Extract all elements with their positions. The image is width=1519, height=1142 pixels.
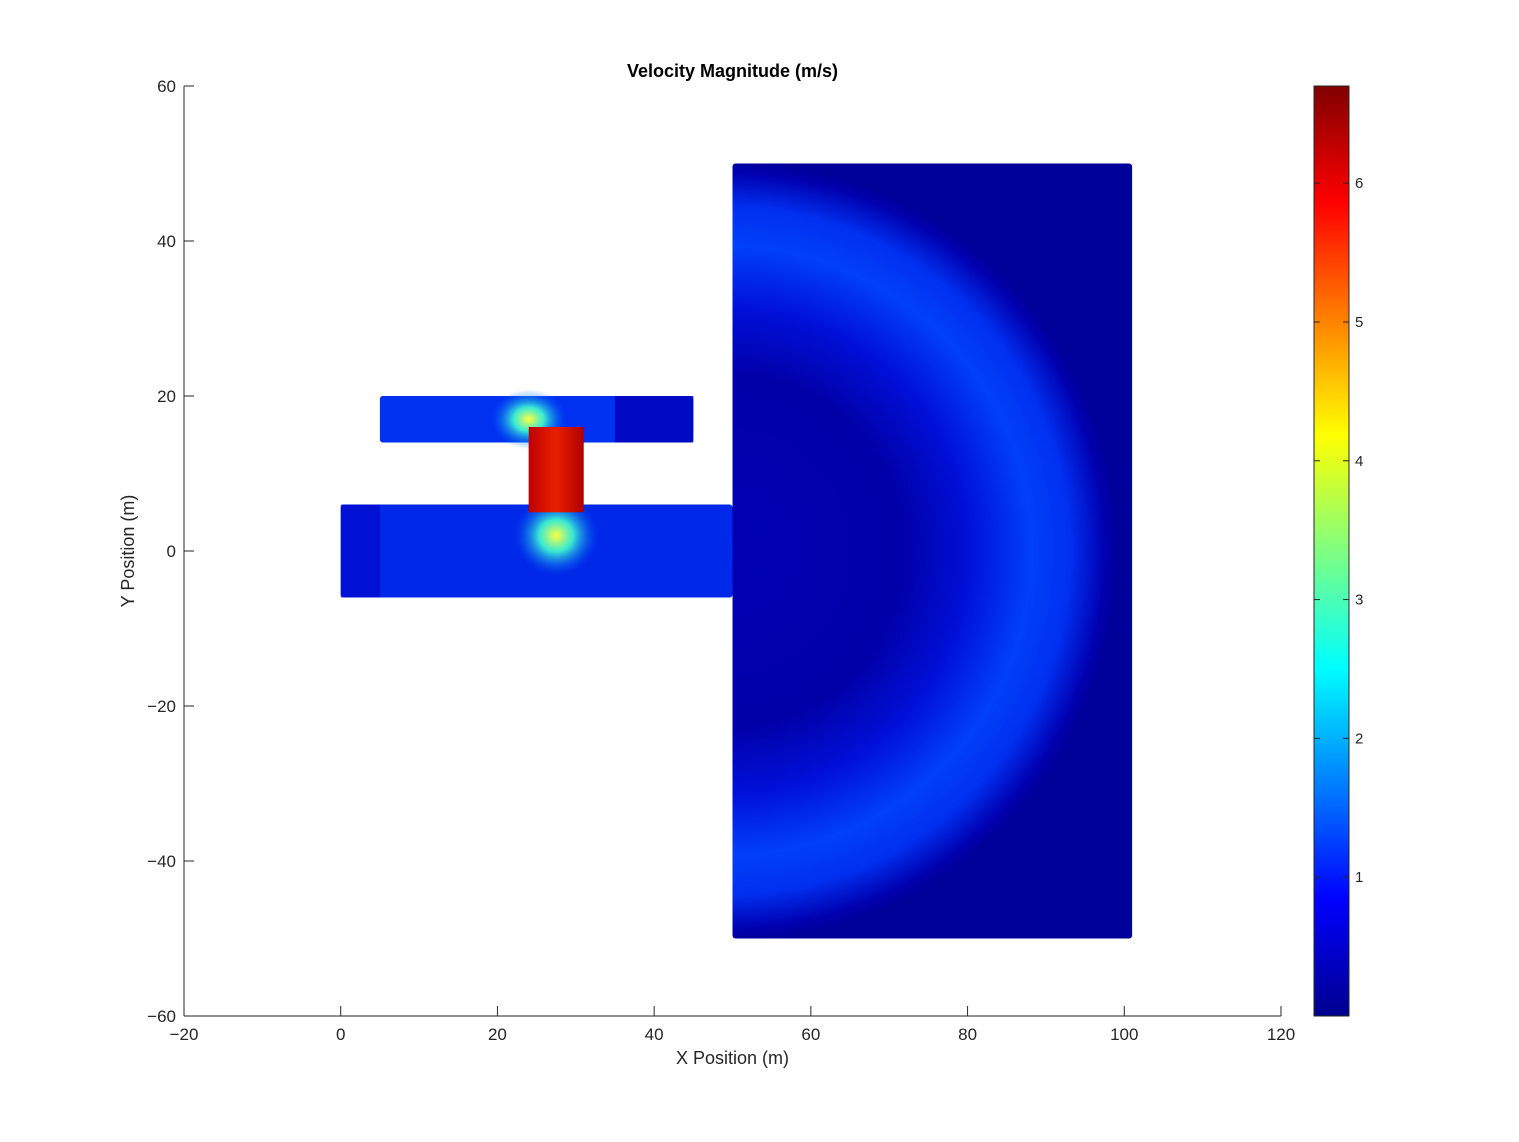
- lower-channel-inlet-zone: [340, 504, 380, 598]
- colorbar-tick-label: 2: [1355, 730, 1363, 747]
- y-tick-label: 20: [157, 387, 176, 406]
- colorbar-scale: [1313, 85, 1350, 1017]
- x-tick-label: 0: [336, 1025, 345, 1044]
- axes: −20 0 20 40 60 80 100 120 −60 −40 −20 0 20 40 60: [147, 77, 1295, 1044]
- colorbar-tick-label: 6: [1355, 175, 1363, 192]
- x-tick-label: 120: [1267, 1025, 1295, 1044]
- region-basin: [732, 163, 1133, 939]
- x-tick-label: 80: [958, 1025, 977, 1044]
- colorbar-tick-label: 3: [1355, 592, 1363, 609]
- colorbar-tick-label: 5: [1355, 314, 1363, 331]
- chart-title: Velocity Magnitude (m/s): [627, 61, 838, 81]
- y-tick-label: −20: [147, 697, 176, 716]
- x-tick-label: 100: [1110, 1025, 1138, 1044]
- plot-area: [340, 163, 1133, 939]
- lower-hotspot: [514, 495, 599, 576]
- y-tick-label: 40: [157, 232, 176, 251]
- x-tick-label: 60: [801, 1025, 820, 1044]
- colorbar-tick-label: 4: [1355, 453, 1363, 470]
- velocity-field: [340, 163, 1133, 939]
- y-tick-label: 0: [167, 542, 176, 561]
- y-tick-label: 60: [157, 77, 176, 96]
- x-tick-label: −20: [170, 1025, 199, 1044]
- x-axis-label: X Position (m): [676, 1048, 789, 1068]
- connector-fill: [528, 427, 584, 513]
- y-tick-label: −60: [147, 1007, 176, 1026]
- x-tick-label: 40: [645, 1025, 664, 1044]
- y-axis-label: Y Position (m): [118, 495, 138, 608]
- colorbar: 1 2 3 4 5 6: [1313, 85, 1363, 1017]
- x-tick-label: 20: [488, 1025, 507, 1044]
- y-tick-label: −40: [147, 852, 176, 871]
- upper-channel-slow-zone: [614, 396, 694, 443]
- colorbar-tick-label: 1: [1355, 869, 1363, 886]
